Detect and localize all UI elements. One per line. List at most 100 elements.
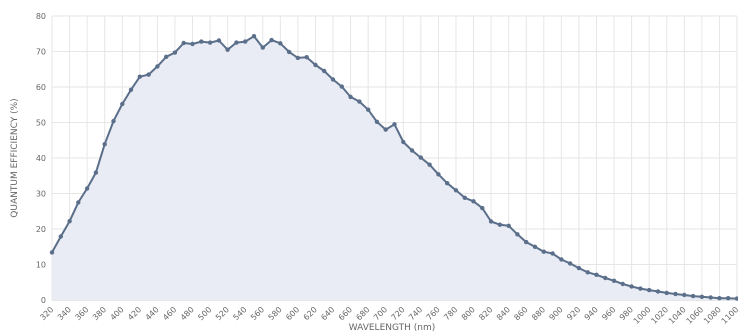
data-point <box>480 205 485 211</box>
x-tick-label: 1040 <box>667 305 688 326</box>
data-point <box>330 77 336 82</box>
x-tick-label: 1060 <box>685 305 706 326</box>
data-point <box>620 281 625 287</box>
x-axis-label: WAVELENGTH (nm) <box>349 323 436 333</box>
x-tick-label: 580 <box>267 305 284 322</box>
x-tick-label: 920 <box>565 305 582 322</box>
data-point <box>445 181 450 186</box>
x-tick-label: 400 <box>109 305 126 322</box>
data-point <box>603 275 608 281</box>
y-tick-label: 0 <box>41 296 46 305</box>
data-point <box>664 290 669 296</box>
data-point <box>717 296 722 301</box>
y-tick-label: 60 <box>36 83 46 92</box>
y-tick-label: 70 <box>36 48 46 57</box>
y-tick-label: 50 <box>36 119 46 128</box>
data-point <box>383 127 388 132</box>
data-point <box>506 223 511 228</box>
x-tick-label: 480 <box>179 305 196 322</box>
data-point <box>418 155 423 160</box>
data-point <box>690 293 696 299</box>
data-point <box>181 40 186 46</box>
data-point <box>84 186 90 191</box>
points-layer <box>49 34 738 301</box>
data-point <box>120 101 125 107</box>
data-point <box>488 219 494 224</box>
x-tick-label: 500 <box>196 305 213 322</box>
x-tick-label: 560 <box>249 305 266 322</box>
x-tick-label: 1020 <box>649 305 670 326</box>
x-tick-label: 760 <box>425 305 442 322</box>
data-point <box>199 39 204 44</box>
data-point <box>392 122 397 127</box>
data-point <box>76 200 81 205</box>
data-point <box>559 257 564 262</box>
x-tick-label: 460 <box>161 305 178 322</box>
x-tick-label: 360 <box>73 305 90 322</box>
x-tick-label: 600 <box>284 305 301 322</box>
data-point <box>655 289 661 294</box>
data-point <box>295 55 301 61</box>
data-point <box>611 278 617 283</box>
data-point <box>111 118 116 124</box>
data-point <box>401 139 406 145</box>
data-point <box>128 87 134 93</box>
data-point <box>251 34 257 39</box>
y-tick-label: 80 <box>36 12 46 21</box>
data-point <box>207 40 213 45</box>
x-tick-label: 940 <box>583 305 600 322</box>
data-point <box>49 250 55 255</box>
data-point <box>243 39 248 44</box>
x-tick-label: 620 <box>302 305 319 322</box>
x-tick-label: 540 <box>231 305 248 322</box>
data-point <box>471 199 476 204</box>
data-point <box>541 249 546 254</box>
x-tick-label: 820 <box>477 305 494 322</box>
data-point <box>567 261 573 266</box>
data-point <box>357 99 362 104</box>
x-tick-label: 780 <box>442 305 459 322</box>
x-tick-label: 680 <box>354 305 371 322</box>
data-point <box>102 142 107 147</box>
data-point <box>190 41 195 47</box>
data-point <box>286 49 292 55</box>
x-tick-label: 1100 <box>720 305 738 326</box>
data-point <box>93 170 99 175</box>
data-point <box>164 54 169 59</box>
data-point <box>453 188 459 193</box>
data-point <box>647 287 652 293</box>
data-point <box>304 55 309 60</box>
y-tick-label: 40 <box>36 154 46 163</box>
x-tick-label: 1080 <box>702 305 723 326</box>
x-tick-label: 320 <box>38 305 55 322</box>
data-point <box>155 64 160 69</box>
data-point <box>638 286 643 291</box>
y-tick-label: 10 <box>36 261 46 270</box>
data-point <box>269 37 274 43</box>
data-point <box>260 45 265 50</box>
data-point <box>278 41 283 46</box>
data-point <box>585 270 590 275</box>
data-point <box>497 222 503 227</box>
x-tick-label: 420 <box>126 305 143 322</box>
data-point <box>550 251 555 256</box>
data-point <box>366 107 371 112</box>
data-point <box>726 296 731 301</box>
x-tick-label: 840 <box>495 305 512 322</box>
data-point <box>629 284 634 289</box>
data-point <box>172 50 178 55</box>
data-point <box>699 294 705 299</box>
y-axis-ticks: 0 10 20 30 40 50 60 70 80 <box>36 12 46 305</box>
data-point <box>216 38 222 43</box>
data-point <box>225 47 230 52</box>
x-tick-label: 720 <box>390 305 407 322</box>
data-point <box>532 244 538 249</box>
data-point <box>576 265 582 271</box>
data-point <box>322 68 327 74</box>
x-tick-label: 380 <box>91 305 108 322</box>
y-tick-label: 20 <box>36 225 46 234</box>
data-point <box>339 84 344 89</box>
x-tick-label: 660 <box>337 305 354 322</box>
data-point <box>673 291 678 297</box>
